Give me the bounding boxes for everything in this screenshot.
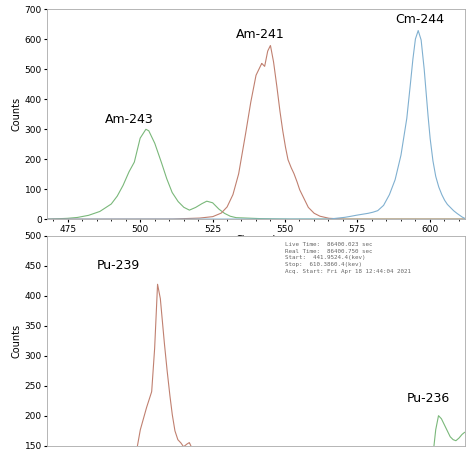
Y-axis label: Counts: Counts xyxy=(12,324,22,358)
X-axis label: Channel: Channel xyxy=(236,235,276,245)
Text: Am-241: Am-241 xyxy=(236,28,284,41)
Text: Pu-236: Pu-236 xyxy=(407,392,450,405)
Text: Cm-244: Cm-244 xyxy=(395,13,444,26)
Text: Am-243: Am-243 xyxy=(105,113,154,126)
Y-axis label: Counts: Counts xyxy=(12,97,22,131)
Text: Live Time:  86400.023 sec
Real Time:  86400.750 sec
Start:  441.9524.4(kev)
Stop: Live Time: 86400.023 sec Real Time: 8640… xyxy=(285,242,411,273)
Text: Pu-239: Pu-239 xyxy=(97,259,140,272)
